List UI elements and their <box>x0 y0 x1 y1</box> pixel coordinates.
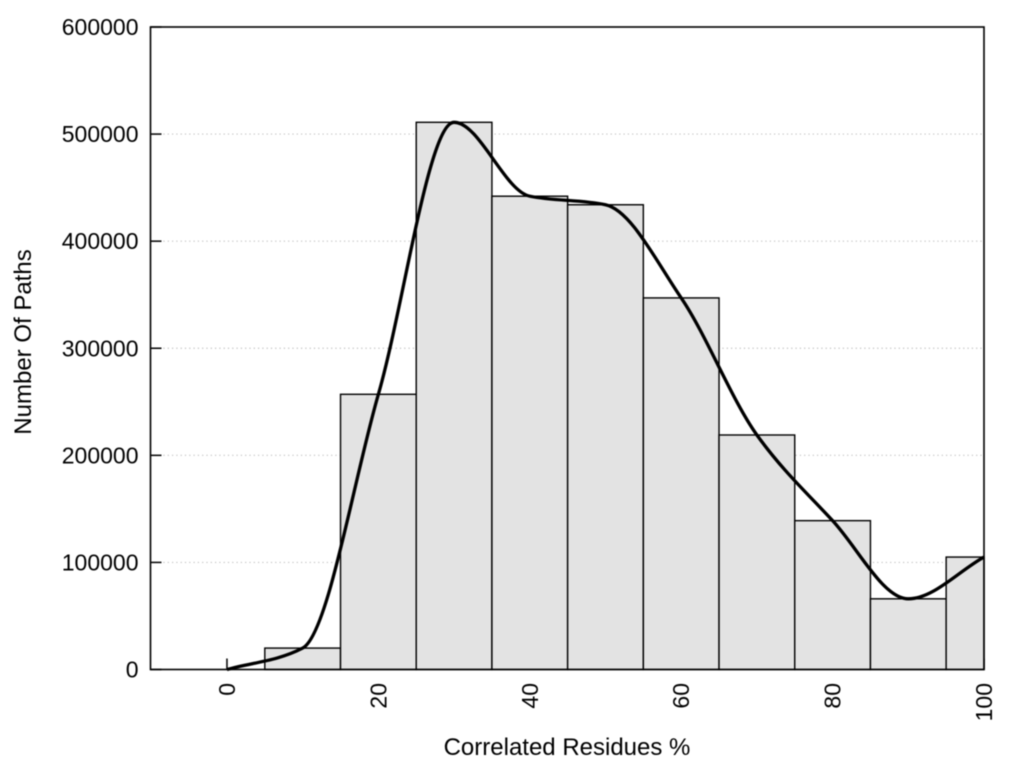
x-tick-label: 40 <box>517 683 543 709</box>
y-tick-label: 300000 <box>62 335 139 361</box>
x-tick-label: 80 <box>820 683 846 709</box>
smooth-curve <box>226 120 985 672</box>
histogram-bar <box>794 519 872 671</box>
histogram-bar <box>491 195 569 671</box>
y-tick-label: 600000 <box>62 14 139 40</box>
histogram-bar <box>642 297 720 671</box>
x-tick-label: 100 <box>971 683 997 721</box>
x-tick-label: 0 <box>214 683 240 696</box>
y-axis-title: Number Of Paths <box>10 249 37 435</box>
y-tick-label: 0 <box>126 657 139 683</box>
y-tick-label: 100000 <box>62 549 139 575</box>
histogram-bar <box>415 121 493 671</box>
x-tick-label: 60 <box>668 683 694 709</box>
histogram-bar <box>566 204 645 671</box>
histogram-bar <box>339 393 417 671</box>
histogram-bar <box>945 556 985 671</box>
x-tick-label: 20 <box>365 683 391 709</box>
y-tick-label: 500000 <box>62 121 139 147</box>
x-axis-title: Correlated Residues % <box>443 734 691 761</box>
y-tick-label: 200000 <box>62 442 139 468</box>
y-tick-label: 400000 <box>62 228 139 254</box>
plot-frame <box>149 26 985 671</box>
histogram-bar <box>869 598 947 671</box>
